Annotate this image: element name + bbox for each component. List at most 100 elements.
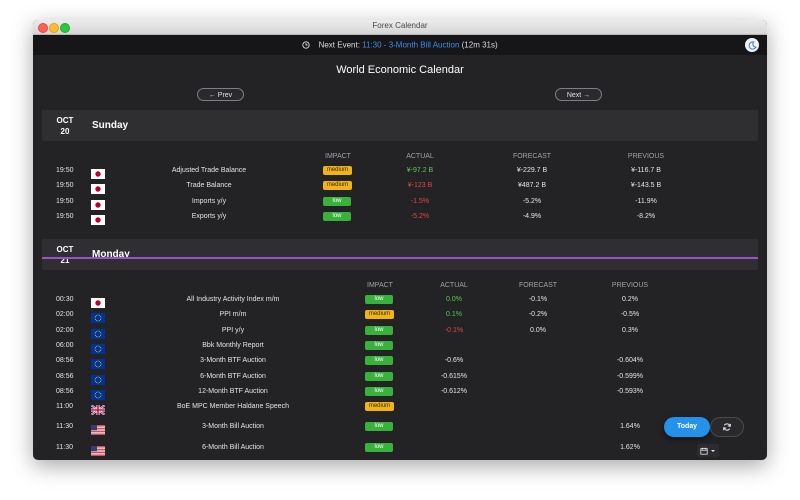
impact-badge: low bbox=[323, 211, 351, 221]
impact-badge: low bbox=[365, 340, 393, 350]
event-row[interactable]: 06:00 Bbk Monthly Report low bbox=[33, 340, 767, 354]
eu-flag-icon bbox=[91, 326, 105, 339]
day-month: OCT bbox=[56, 245, 74, 254]
event-time: 02:00 bbox=[56, 326, 74, 334]
refresh-button[interactable] bbox=[710, 417, 744, 437]
event-time: 08:56 bbox=[56, 387, 74, 395]
actual-value: 0.1% bbox=[446, 311, 462, 319]
minimize-window-button[interactable] bbox=[49, 23, 59, 33]
event-row[interactable]: 19:50 Adjusted Trade Balance medium ¥-97.2 … bbox=[33, 165, 767, 179]
eu-flag-icon bbox=[91, 387, 105, 400]
event-row[interactable]: 02:00 PPI y/y low -0.1% 0.0% 0.3% bbox=[33, 325, 767, 339]
event-name: All Industry Activity Index m/m bbox=[186, 296, 280, 303]
event-row[interactable]: 02:00 PPI m/m medium 0.1% -0.2% -0.5% bbox=[33, 309, 767, 324]
event-name: Imports y/y bbox=[191, 197, 227, 205]
event-time: 06:00 bbox=[56, 341, 74, 349]
event-row[interactable]: 00:30 All Industry Activity Index m/m low 0… bbox=[33, 294, 767, 308]
event-name: Exports y/y bbox=[191, 212, 227, 220]
actual-column-header: ACTUAL bbox=[440, 282, 468, 289]
japan-flag-icon bbox=[91, 295, 105, 308]
previous-value: -0.593% bbox=[616, 387, 644, 395]
eu-flag-icon bbox=[91, 356, 105, 370]
event-row[interactable]: 19:50 Exports y/y low -5.2% -4.9% -8.2% bbox=[33, 211, 767, 225]
forecast-value: 0.0% bbox=[530, 326, 546, 334]
moon-icon bbox=[748, 40, 757, 50]
actual-value: -0.1% bbox=[444, 326, 464, 334]
forecast-column-header: FORECAST bbox=[512, 153, 552, 160]
app-window: Forex Calendar Next Event: 11:30 - 3-Mon… bbox=[33, 20, 767, 460]
next-event-name[interactable]: 11:30 - 3-Month Bill Auction bbox=[362, 40, 460, 50]
event-time: 11:30 bbox=[56, 443, 73, 451]
event-row[interactable]: 08:56 3-Month BTF Auction low -0.6% -0.604% bbox=[33, 355, 767, 370]
forecast-value: -5.2% bbox=[522, 197, 542, 205]
event-name: 12-Month BTF Auction bbox=[198, 387, 268, 395]
event-row[interactable]: 11:30 6-Month Bill Auction low 1.62% bbox=[33, 442, 767, 456]
event-name: 6-Month Bill Auction bbox=[202, 443, 264, 451]
previous-value: ¥-143.5 B bbox=[630, 182, 662, 190]
day-weekday: Monday bbox=[92, 249, 130, 260]
calendar-icon bbox=[700, 447, 708, 455]
event-name: BoE MPC Member Haldane Speech bbox=[176, 403, 290, 411]
actual-value: ¥-123 B bbox=[407, 182, 433, 190]
impact-badge: low bbox=[365, 371, 393, 381]
impact-badge: medium bbox=[365, 402, 394, 412]
day-separator bbox=[42, 257, 758, 259]
chevron-down-icon bbox=[711, 449, 715, 452]
page-title: World Economic Calendar bbox=[336, 64, 464, 76]
impact-badge: low bbox=[365, 356, 393, 366]
next-button[interactable]: Next → bbox=[555, 88, 602, 101]
event-name: 3-Month Bill Auction bbox=[202, 423, 264, 431]
event-row[interactable]: 11:30 3-Month Bill Auction low 1.64% bbox=[33, 421, 767, 436]
maximize-window-button[interactable] bbox=[60, 23, 70, 33]
impact-column-header: IMPACT bbox=[325, 153, 351, 160]
next-event-bar: Next Event: 11:30 - 3-Month Bill Auction… bbox=[33, 35, 767, 55]
actual-column-header: ACTUAL bbox=[406, 153, 434, 160]
event-time: 11:00 bbox=[56, 403, 73, 411]
impact-badge: medium bbox=[323, 181, 352, 191]
event-name: Bbk Monthly Report bbox=[202, 341, 264, 349]
event-row[interactable]: 08:56 12-Month BTF Auction low -0.612% -0.59… bbox=[33, 386, 767, 400]
event-row[interactable]: 19:50 Trade Balance medium ¥-123 B ¥487.2 B ¥… bbox=[33, 180, 767, 195]
previous-value: -0.5% bbox=[620, 311, 640, 319]
impact-badge: low bbox=[365, 442, 393, 452]
close-window-button[interactable] bbox=[38, 23, 48, 33]
previous-value: 1.62% bbox=[620, 443, 640, 451]
window-title: Forex Calendar bbox=[372, 21, 428, 30]
theme-toggle-button[interactable] bbox=[745, 38, 759, 52]
event-row[interactable]: 11:00 BoE MPC Member Haldane Speech medium bbox=[33, 401, 767, 416]
title-bar: Forex Calendar bbox=[33, 20, 767, 35]
us-flag-icon bbox=[91, 422, 105, 436]
event-time: 08:56 bbox=[56, 372, 74, 380]
impact-badge: low bbox=[365, 325, 393, 335]
forecast-value: -0.1% bbox=[528, 296, 548, 303]
eu-flag-icon bbox=[91, 341, 105, 354]
event-row[interactable]: 19:50 Imports y/y low -1.5% -5.2% -11.9% bbox=[33, 196, 767, 210]
event-name: PPI m/m bbox=[219, 311, 247, 319]
impact-badge: low bbox=[365, 295, 393, 304]
calendar-picker-button[interactable] bbox=[697, 444, 719, 457]
event-time: 08:56 bbox=[56, 357, 74, 365]
day-date: OCT 20 bbox=[48, 115, 82, 137]
impact-badge: medium bbox=[365, 310, 394, 320]
today-button[interactable]: Today bbox=[664, 417, 710, 437]
impact-badge: low bbox=[365, 422, 393, 432]
japan-flag-icon bbox=[91, 212, 105, 225]
day-month: OCT bbox=[56, 116, 74, 125]
day-weekday: Sunday bbox=[92, 120, 129, 131]
previous-value: 0.3% bbox=[622, 326, 638, 334]
eu-flag-icon bbox=[91, 372, 105, 385]
event-time: 02:00 bbox=[56, 311, 74, 319]
forecast-value: ¥-229.7 B bbox=[516, 167, 548, 174]
event-time: 19:50 bbox=[56, 212, 74, 220]
prev-button[interactable]: ← Prev bbox=[197, 88, 244, 101]
japan-flag-icon bbox=[91, 197, 105, 210]
event-row[interactable]: 08:56 6-Month BTF Auction low -0.615% -0.599… bbox=[33, 371, 767, 385]
calendar-content: World Economic Calendar ← Prev Next → OC… bbox=[33, 55, 767, 460]
previous-column-header: PREVIOUS bbox=[611, 282, 649, 289]
eu-flag-icon bbox=[91, 310, 105, 324]
actual-value: 0.0% bbox=[446, 296, 462, 303]
event-time: 00:30 bbox=[56, 296, 74, 303]
next-event-countdown: (12m 31s) bbox=[461, 40, 498, 50]
day-number: 20 bbox=[60, 127, 70, 136]
event-name: Trade Balance bbox=[186, 182, 232, 190]
